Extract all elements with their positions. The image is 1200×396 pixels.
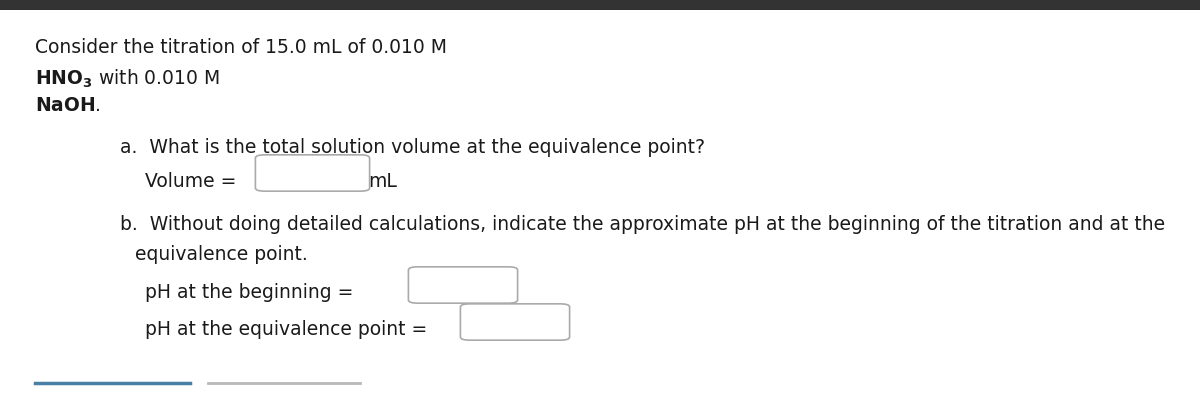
Text: $\mathbf{HNO_3}$ with 0.010 M: $\mathbf{HNO_3}$ with 0.010 M	[35, 68, 220, 90]
Text: Volume =: Volume =	[145, 172, 242, 191]
Text: pH at the beginning =: pH at the beginning =	[145, 283, 359, 302]
Text: a.  What is the total solution volume at the equivalence point?: a. What is the total solution volume at …	[120, 138, 706, 157]
Text: $\mathbf{Na}$$\mathbf{OH}$.: $\mathbf{Na}$$\mathbf{OH}$.	[35, 96, 101, 115]
Text: equivalence point.: equivalence point.	[134, 245, 307, 264]
Text: b.  Without doing detailed calculations, indicate the approximate pH at the begi: b. Without doing detailed calculations, …	[120, 215, 1165, 234]
Text: pH at the equivalence point =: pH at the equivalence point =	[145, 320, 433, 339]
Text: mL: mL	[368, 172, 397, 191]
Text: Consider the titration of 15.0 mL of 0.010 M: Consider the titration of 15.0 mL of 0.0…	[35, 38, 446, 57]
